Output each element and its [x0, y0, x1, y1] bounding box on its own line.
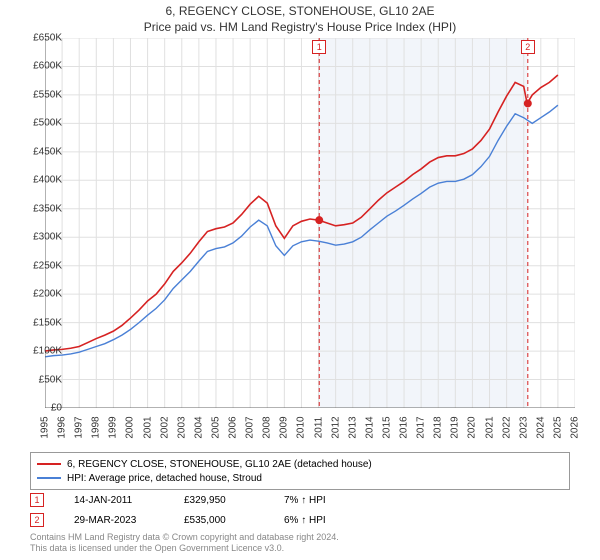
y-tick-label: £100K — [33, 346, 62, 357]
x-tick-label: 2000 — [125, 416, 136, 438]
title-sub: Price paid vs. HM Land Registry's House … — [0, 18, 600, 34]
x-tick-label: 1996 — [57, 416, 68, 438]
sales-table: 1 14-JAN-2011£329,9507% ↑ HPI 2 29-MAR-2023… — [30, 490, 570, 530]
x-tick-label: 2020 — [467, 416, 478, 438]
sales-row: 2 29-MAR-2023£535,0006% ↑ HPI — [30, 510, 570, 530]
x-tick-label: 2024 — [535, 416, 546, 438]
y-tick-label: £200K — [33, 289, 62, 300]
y-tick-label: £550K — [33, 89, 62, 100]
x-tick-label: 2018 — [433, 416, 444, 438]
x-tick-label: 1995 — [40, 416, 51, 438]
y-tick-label: £500K — [33, 118, 62, 129]
x-tick-label: 1998 — [91, 416, 102, 438]
x-tick-label: 2019 — [450, 416, 461, 438]
sales-date: 14-JAN-2011 — [74, 495, 184, 506]
legend-label: 6, REGENCY CLOSE, STONEHOUSE, GL10 2AE (… — [67, 459, 372, 470]
x-tick-label: 2025 — [552, 416, 563, 438]
y-tick-label: £350K — [33, 203, 62, 214]
sales-price: £535,000 — [184, 515, 284, 526]
chart-container: 6, REGENCY CLOSE, STONEHOUSE, GL10 2AE P… — [0, 0, 600, 560]
y-tick-label: £400K — [33, 175, 62, 186]
footnote: Contains HM Land Registry data © Crown c… — [30, 532, 339, 555]
sales-date: 29-MAR-2023 — [74, 515, 184, 526]
legend-item: 6, REGENCY CLOSE, STONEHOUSE, GL10 2AE (… — [37, 457, 563, 471]
y-tick-label: £600K — [33, 61, 62, 72]
legend: 6, REGENCY CLOSE, STONEHOUSE, GL10 2AE (… — [30, 452, 570, 490]
footnote-line-2: This data is licensed under the Open Gov… — [30, 543, 339, 554]
x-tick-label: 2012 — [330, 416, 341, 438]
x-tick-label: 2008 — [262, 416, 273, 438]
sales-pct: 6% ↑ HPI — [284, 515, 404, 526]
sales-marker: 2 — [30, 513, 44, 527]
plot-svg — [45, 38, 575, 408]
x-tick-label: 2006 — [228, 416, 239, 438]
x-tick-label: 2022 — [501, 416, 512, 438]
sales-pct: 7% ↑ HPI — [284, 495, 404, 506]
x-tick-label: 2002 — [159, 416, 170, 438]
sales-price: £329,950 — [184, 495, 284, 506]
y-tick-label: £50K — [39, 374, 62, 385]
x-tick-label: 2001 — [142, 416, 153, 438]
legend-label: HPI: Average price, detached house, Stro… — [67, 473, 262, 484]
x-tick-label: 2003 — [176, 416, 187, 438]
y-tick-label: £250K — [33, 260, 62, 271]
x-tick-label: 2026 — [570, 416, 581, 438]
legend-swatch — [37, 463, 61, 465]
legend-item: HPI: Average price, detached house, Stro… — [37, 471, 563, 485]
sale-marker: 1 — [312, 40, 326, 54]
y-tick-label: £650K — [33, 33, 62, 44]
x-tick-label: 2016 — [399, 416, 410, 438]
y-tick-label: £0 — [51, 403, 62, 414]
legend-swatch — [37, 477, 61, 479]
sale-marker: 2 — [521, 40, 535, 54]
x-tick-label: 2013 — [347, 416, 358, 438]
x-tick-label: 1997 — [74, 416, 85, 438]
sales-row: 1 14-JAN-2011£329,9507% ↑ HPI — [30, 490, 570, 510]
y-tick-label: £450K — [33, 146, 62, 157]
y-tick-label: £300K — [33, 232, 62, 243]
sales-marker: 1 — [30, 493, 44, 507]
x-tick-label: 2011 — [313, 417, 324, 439]
x-tick-label: 2021 — [484, 416, 495, 438]
chart-area — [45, 38, 575, 408]
x-tick-label: 1999 — [108, 416, 119, 438]
x-tick-label: 2005 — [210, 416, 221, 438]
x-tick-label: 2015 — [381, 416, 392, 438]
y-tick-label: £150K — [33, 317, 62, 328]
x-tick-label: 2014 — [364, 416, 375, 438]
title-main: 6, REGENCY CLOSE, STONEHOUSE, GL10 2AE — [0, 0, 600, 18]
x-tick-label: 2009 — [279, 416, 290, 438]
x-tick-label: 2007 — [245, 416, 256, 438]
x-tick-label: 2017 — [416, 416, 427, 438]
x-tick-label: 2004 — [193, 416, 204, 438]
x-tick-label: 2010 — [296, 416, 307, 438]
footnote-line-1: Contains HM Land Registry data © Crown c… — [30, 532, 339, 543]
x-tick-label: 2023 — [518, 416, 529, 438]
